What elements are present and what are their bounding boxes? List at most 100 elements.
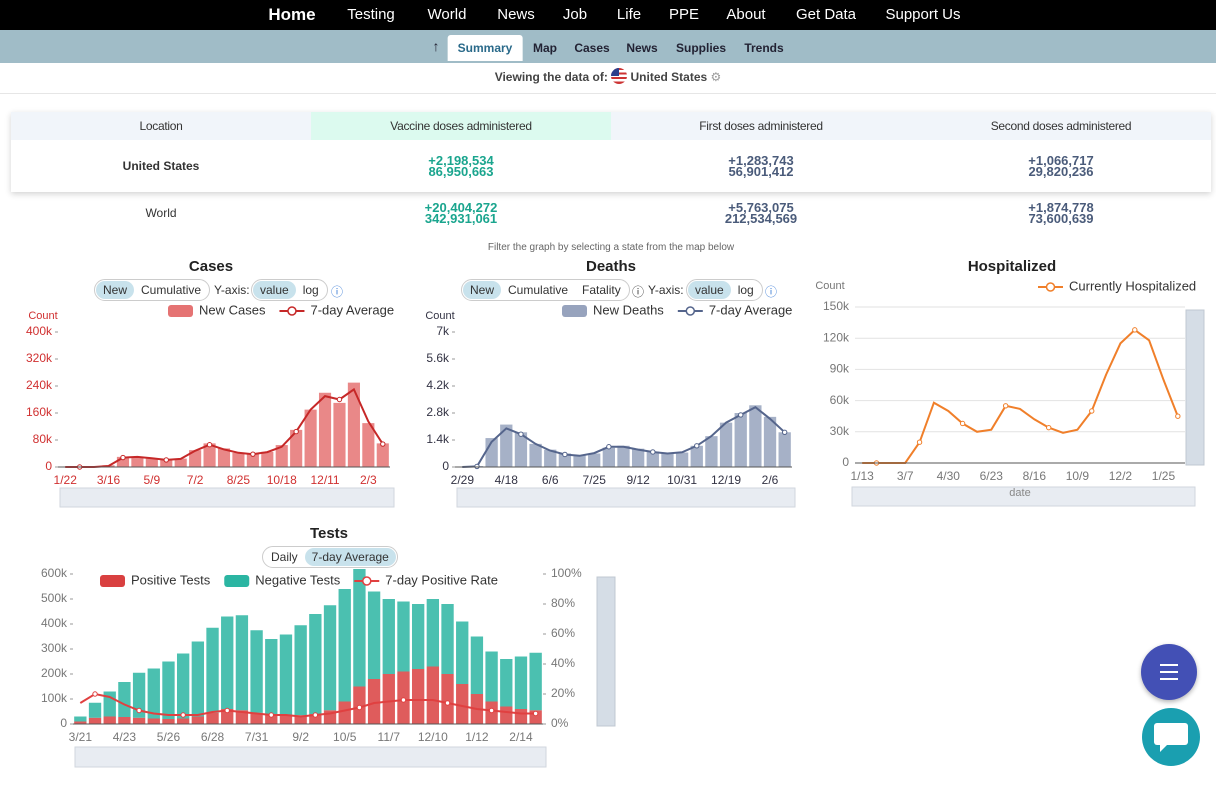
y2-tick-label: 20%: [551, 686, 575, 700]
nav-link[interactable]: Life: [616, 6, 642, 23]
bar: [382, 599, 395, 674]
x-tick-label: 1/25: [1152, 469, 1176, 483]
bar: [558, 453, 572, 467]
toggle-button[interactable]: value: [253, 281, 296, 299]
tab[interactable]: Supplies: [675, 41, 727, 55]
divider: [0, 93, 1216, 94]
bar: [191, 716, 205, 724]
bar: [235, 615, 249, 711]
nav-link[interactable]: Job: [562, 6, 588, 23]
toggle-button[interactable]: log: [737, 283, 754, 297]
bar: [279, 714, 293, 724]
nav-link[interactable]: Home: [268, 5, 316, 24]
tab[interactable]: Summary: [447, 35, 523, 61]
info-icon[interactable]: ⓘ: [331, 285, 344, 299]
bar: [250, 712, 263, 724]
zoom-slider[interactable]: [74, 746, 547, 768]
toggle-button[interactable]: New: [96, 281, 135, 299]
zoom-slider[interactable]: [851, 486, 1196, 507]
toggle-button[interactable]: Cumulative: [508, 283, 569, 297]
zoom-slider[interactable]: [59, 487, 395, 508]
point: [1045, 424, 1052, 431]
point: [293, 428, 299, 435]
bar: [749, 405, 762, 467]
bar: [690, 445, 703, 467]
bar: [376, 443, 389, 467]
legend-swatch: [1045, 282, 1056, 292]
tab[interactable]: News: [626, 41, 658, 55]
x-tick-label: 12/19: [711, 473, 741, 487]
chart-title: Deaths: [586, 258, 636, 275]
y-axis-name: Count: [425, 310, 454, 322]
toggle-button[interactable]: log: [302, 283, 319, 297]
bar: [602, 447, 616, 467]
bar: [250, 630, 263, 713]
point: [380, 441, 386, 447]
y-zoom-slider[interactable]: [596, 576, 616, 727]
header-cell[interactable]: First doses administered: [611, 112, 911, 140]
toggle-button[interactable]: value: [688, 281, 731, 299]
y-tick-label: 400k: [26, 324, 53, 338]
y-tick-label: 80k: [33, 432, 53, 446]
nav-link[interactable]: World: [427, 6, 467, 23]
header-cell[interactable]: Second doses administered: [911, 112, 1211, 140]
bar: [191, 641, 205, 717]
viewing-bar: Viewing the data of: United States ⚙: [0, 68, 1216, 84]
bar: [147, 718, 160, 724]
toggle-button[interactable]: New: [463, 281, 502, 299]
bar: [206, 627, 219, 713]
y-tick-label: 30k: [830, 424, 850, 438]
nav-link[interactable]: Get Data: [795, 6, 857, 23]
bar: [441, 674, 454, 724]
top-nav: Home Testing World News Job Life PPE Abo…: [0, 0, 1216, 30]
chat-button[interactable]: [1142, 708, 1200, 766]
info-icon[interactable]: ⓘ: [765, 285, 778, 299]
toggle-button[interactable]: Fatality: [582, 283, 621, 297]
nav-link[interactable]: Support Us: [885, 6, 961, 23]
viewing-location[interactable]: United States: [630, 70, 708, 84]
tab[interactable]: Trends: [744, 41, 784, 55]
total: 212,534,569: [724, 211, 798, 226]
point: [606, 444, 612, 450]
menu-button[interactable]: [1141, 644, 1197, 700]
bar: [338, 701, 351, 724]
legend-label: Currently Hospitalized: [1069, 278, 1196, 293]
y-tick-label: 60k: [830, 393, 850, 407]
zoom-slider[interactable]: [456, 487, 796, 508]
tab[interactable]: Map: [533, 41, 557, 55]
bar: [411, 604, 425, 669]
bar: [275, 445, 288, 467]
bar: [294, 625, 307, 716]
bar: [411, 669, 425, 724]
bar: [147, 668, 160, 719]
tab[interactable]: Cases: [574, 41, 610, 55]
toggle-button[interactable]: Cumulative: [141, 283, 202, 297]
y-zoom-slider[interactable]: [1185, 309, 1205, 466]
bar: [631, 448, 645, 467]
toggle-button[interactable]: Daily: [271, 550, 298, 564]
point: [650, 449, 656, 455]
value-cell: +20,404,272 342,931,061: [311, 201, 611, 226]
nav-link[interactable]: About: [726, 6, 766, 23]
bar: [118, 717, 131, 724]
y-tick-label: 5.6k: [426, 351, 450, 365]
y-tick-label: 500k: [41, 591, 68, 605]
y-tick-label: 200k: [41, 666, 68, 680]
bar: [323, 605, 337, 711]
nav-link[interactable]: PPE: [668, 6, 700, 23]
total: 342,931,061: [424, 211, 498, 226]
point: [518, 431, 524, 437]
info-icon[interactable]: ⓘ: [632, 285, 645, 299]
nav-link[interactable]: Testing: [347, 6, 395, 23]
point: [562, 451, 568, 458]
bar: [265, 714, 278, 724]
y-axis-name: Count: [815, 280, 844, 292]
settings-icon[interactable]: ⚙: [710, 70, 722, 84]
header-cell[interactable]: Vaccine doses administered: [311, 112, 611, 140]
y2-tick-label: 40%: [551, 656, 575, 670]
x-tick-label: 6/28: [201, 730, 225, 744]
scroll-top[interactable]: ↑: [432, 38, 440, 54]
nav-link[interactable]: News: [497, 6, 535, 23]
toggle-button[interactable]: 7-day Average: [304, 548, 396, 566]
